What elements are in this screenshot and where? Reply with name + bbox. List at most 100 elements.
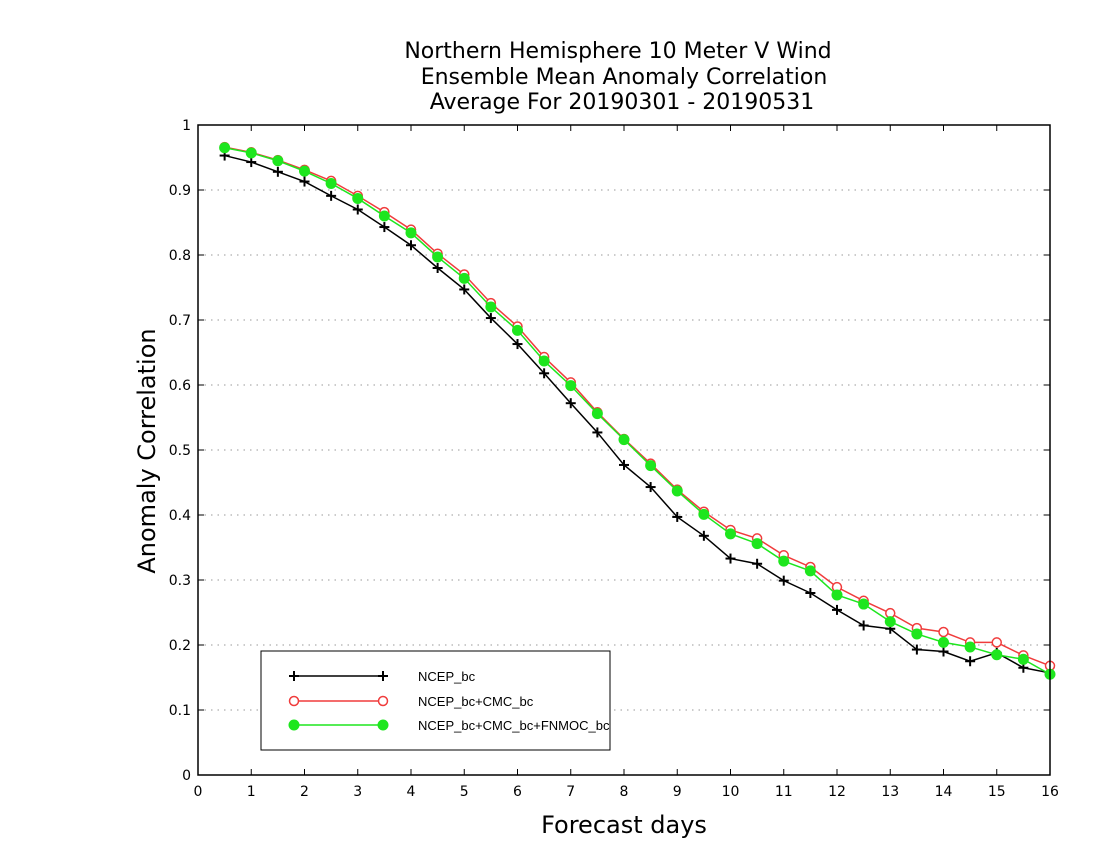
- x-tick-label: 12: [828, 784, 846, 800]
- data-point: [619, 459, 629, 470]
- y-tick-label: 0.4: [169, 508, 191, 524]
- data-point: [565, 380, 577, 392]
- y-tick-label: 0.9: [169, 183, 191, 199]
- series-0: [219, 150, 1055, 678]
- data-point: [379, 222, 390, 233]
- data-point: [592, 427, 603, 438]
- y-tick-label: 0.8: [169, 248, 191, 264]
- series-2: [219, 142, 1056, 680]
- y-tick-label: 0.3: [169, 573, 191, 589]
- series-layer: [219, 141, 1056, 680]
- data-point: [858, 620, 869, 631]
- y-tick-label: 0.1: [169, 703, 191, 719]
- data-point: [299, 176, 310, 187]
- y-tick-label: 0.6: [169, 378, 191, 394]
- data-point: [911, 628, 923, 640]
- data-point: [378, 210, 390, 222]
- data-point: [991, 637, 1002, 648]
- data-point: [352, 192, 364, 204]
- data-point: [352, 204, 363, 215]
- x-tick-label: 16: [1041, 784, 1059, 800]
- x-tick-label: 1: [247, 784, 256, 800]
- data-point: [698, 508, 710, 520]
- data-point: [645, 482, 656, 493]
- x-tick-label: 6: [513, 784, 522, 800]
- y-tick-label: 1: [182, 118, 191, 134]
- y-tick-label: 0.7: [169, 313, 191, 329]
- data-point: [406, 240, 416, 251]
- legend: NCEP_bc NCEP_bc+CMC_bc NCEP_bc+CMC_bc+FNMO…: [260, 650, 611, 751]
- data-point: [778, 575, 789, 586]
- y-tick-label: 0.2: [169, 638, 191, 654]
- x-tick-label: 4: [407, 784, 416, 800]
- data-point: [512, 339, 523, 350]
- data-point: [512, 324, 523, 336]
- legend-label: NCEP_bc: [418, 669, 476, 684]
- data-point: [671, 485, 683, 497]
- data-point: [804, 565, 816, 577]
- legend-marker: [288, 695, 300, 707]
- data-point: [485, 313, 496, 324]
- x-tick-label: 9: [673, 784, 682, 800]
- data-point: [326, 190, 337, 201]
- series-1: [219, 141, 1056, 672]
- data-point: [751, 538, 763, 550]
- legend-marker: [288, 719, 300, 731]
- y-tick-label: 0: [182, 768, 191, 784]
- data-point: [245, 147, 257, 159]
- legend-marker: [377, 695, 389, 707]
- data-point: [325, 178, 337, 189]
- data-point: [698, 530, 709, 541]
- chart-title: Northern Hemisphere 10 Meter V Wind Ense…: [404, 39, 831, 115]
- series-line: [224, 146, 1051, 667]
- title-line-1: Northern Hemisphere 10 Meter V Wind: [404, 39, 831, 64]
- x-tick-label: 13: [881, 784, 899, 800]
- legend-item: NCEP_bc: [289, 669, 476, 684]
- data-point: [432, 263, 443, 273]
- axis-ticks: 00.10.20.30.40.50.60.70.80.910 1 2 3 4 5 6 7 8 9 1…: [169, 118, 1059, 800]
- data-point: [831, 589, 843, 601]
- data-point: [591, 408, 603, 420]
- data-point: [938, 636, 949, 648]
- plot-frame: [197, 124, 1051, 776]
- data-point: [618, 434, 630, 446]
- series-line: [224, 154, 1051, 674]
- data-point: [565, 398, 576, 409]
- data-point: [778, 555, 790, 567]
- title-line-2: Ensemble Mean Anomaly Correlation: [421, 65, 828, 90]
- data-point: [938, 646, 949, 657]
- data-point: [485, 301, 497, 313]
- x-tick-label: 0: [194, 784, 203, 800]
- x-tick-label: 5: [460, 784, 469, 800]
- data-point: [539, 368, 550, 379]
- x-tick-label: 7: [566, 784, 575, 800]
- data-point: [538, 355, 550, 367]
- data-point: [965, 656, 976, 667]
- x-tick-label: 11: [775, 784, 793, 800]
- data-point: [832, 604, 842, 615]
- legend-item: NCEP_bc+CMC_bc+FNMOC_bc: [288, 718, 610, 733]
- data-point: [725, 528, 736, 540]
- x-tick-label: 2: [300, 784, 309, 800]
- data-point: [991, 649, 1003, 661]
- data-point: [938, 626, 949, 638]
- data-point: [884, 616, 896, 628]
- x-tick-label: 3: [353, 784, 362, 800]
- data-point: [725, 553, 736, 564]
- legend-marker: [378, 671, 388, 681]
- data-point: [246, 157, 257, 168]
- data-point: [405, 227, 417, 239]
- x-tick-label: 15: [988, 784, 1006, 800]
- legend-marker: [289, 671, 299, 681]
- data-point: [858, 598, 870, 610]
- y-tick-label: 0.5: [169, 443, 191, 459]
- data-point: [299, 165, 310, 177]
- data-point: [672, 511, 683, 522]
- data-point: [458, 272, 470, 284]
- data-point: [964, 641, 976, 653]
- data-point: [645, 460, 657, 472]
- data-point: [911, 644, 922, 655]
- data-point: [272, 155, 284, 167]
- legend-marker: [377, 719, 389, 731]
